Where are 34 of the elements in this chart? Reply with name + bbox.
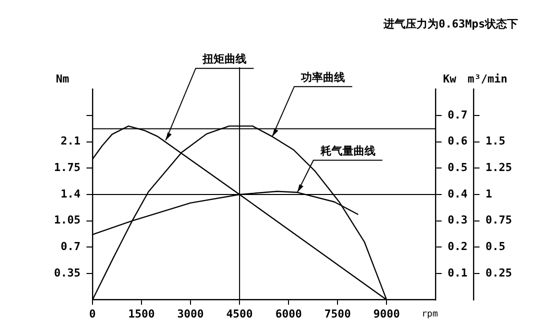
x-tick-label: 0 (89, 307, 96, 320)
y3-tick-label: 1.25 (486, 161, 512, 174)
y3-tick-label: 0.75 (486, 214, 512, 227)
y2-axis-title: Kw (443, 72, 457, 86)
x-tick-label: 1500 (128, 307, 155, 320)
annotation: 功率曲线 (300, 70, 346, 84)
x-tick-label: 3000 (177, 307, 204, 320)
y-tick-label: 2.1 (60, 134, 81, 148)
annotation: 扭矩曲线 (202, 52, 247, 66)
x-tick-label: 9000 (373, 307, 400, 320)
y-tick-label: 0.7 (60, 240, 80, 254)
y3-tick-label: 0.5 (486, 240, 506, 254)
x-tick-label: 6000 (275, 307, 302, 320)
x-tick-label: 7500 (324, 307, 351, 320)
y2-tick-label: 0.6 (448, 134, 468, 148)
y2-tick-label: 0.1 (448, 266, 468, 280)
y3-tick-label: 1.5 (486, 134, 506, 148)
y3-axis-title: m³/min (468, 72, 508, 86)
y3-tick-label: 1 (486, 187, 493, 200)
y-tick-label: 1.05 (54, 214, 80, 227)
x-tick-label: 4500 (226, 307, 253, 320)
y2-tick-label: 0.3 (448, 214, 468, 227)
y-tick-label: 1.4 (60, 187, 81, 200)
y2-tick-label: 0.5 (448, 161, 468, 174)
chart-title: 进气压力为0.63Mps状态下 (382, 17, 518, 30)
y-axis-title: Nm (56, 72, 70, 86)
y2-tick-label: 0.2 (448, 240, 468, 254)
y3-tick-label: 0.25 (486, 266, 512, 280)
y-tick-label: 1.75 (54, 161, 80, 174)
x-axis-title: rpm (422, 310, 438, 320)
y2-tick-label: 0.4 (448, 187, 468, 200)
annotation: 耗气量曲线 (319, 144, 376, 158)
y2-tick-label: 0.7 (448, 108, 468, 122)
y-tick-label: 0.35 (54, 266, 80, 280)
